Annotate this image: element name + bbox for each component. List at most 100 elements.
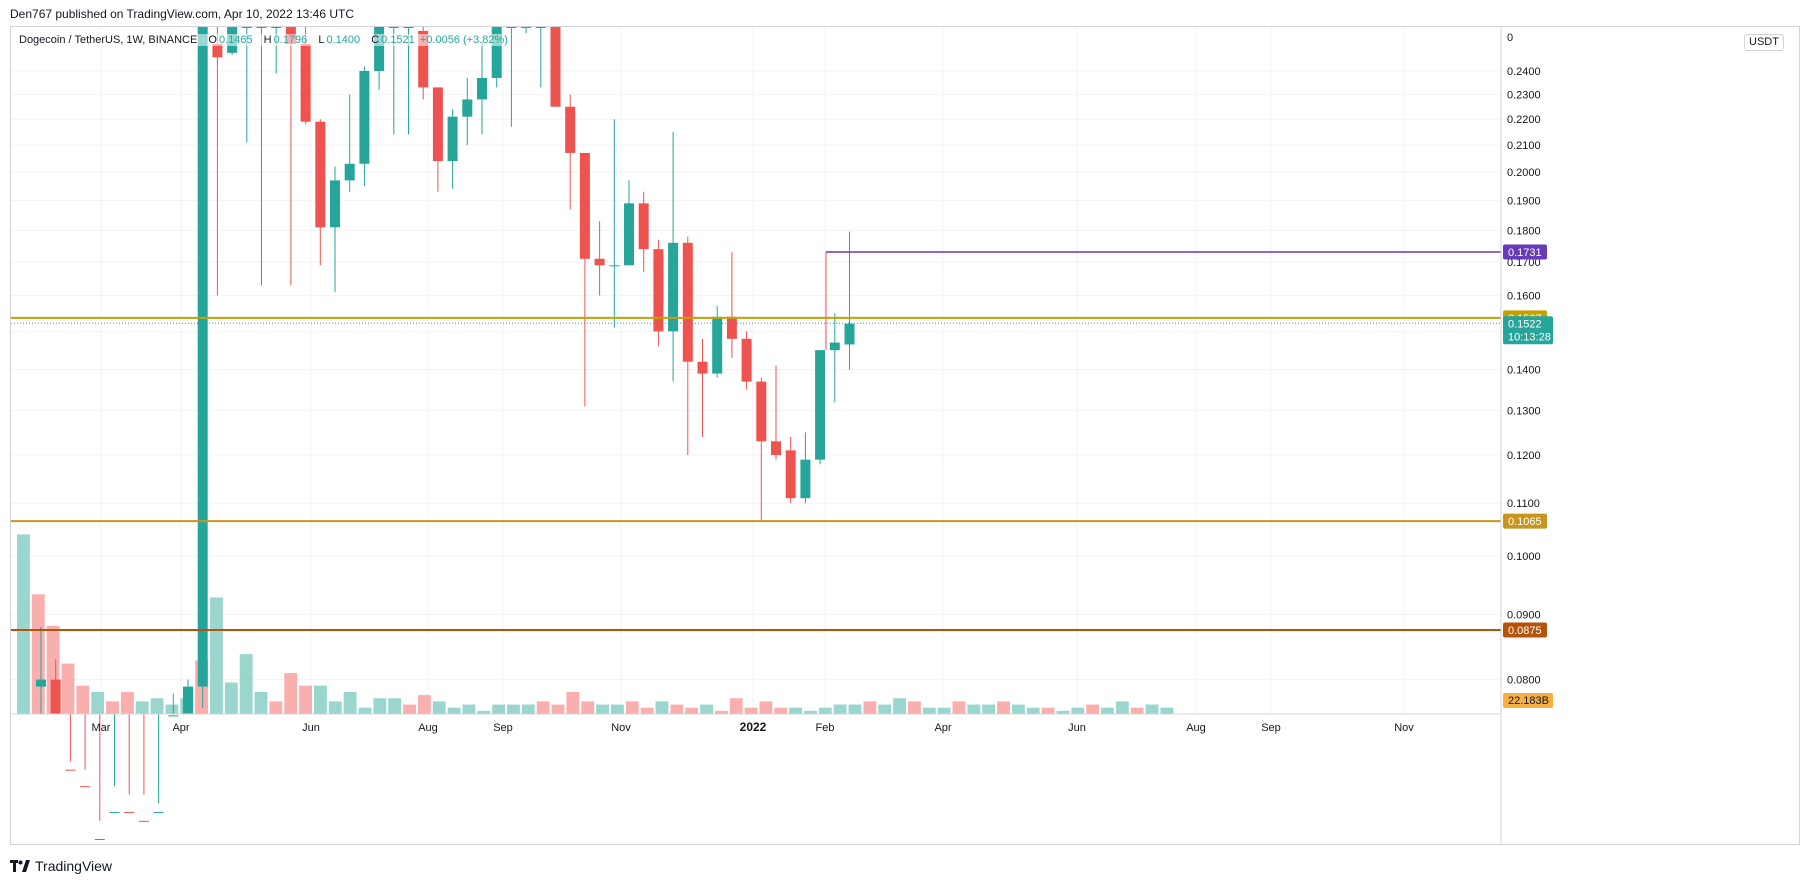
candle-body bbox=[138, 820, 149, 822]
time-tick-label: Jun bbox=[1068, 722, 1086, 734]
price-chart[interactable]: 0.2400 0.2300 0.2200 0.2100 0.2000 0.1900 0.18… bbox=[11, 27, 1799, 844]
volume-bar bbox=[729, 698, 743, 714]
volume-bar bbox=[1011, 704, 1025, 714]
level-tag-bg bbox=[1503, 622, 1547, 638]
volume-bar bbox=[878, 704, 892, 714]
volume-bar bbox=[551, 704, 565, 714]
volume-bar bbox=[1041, 707, 1055, 714]
price-tick-label-top: 0 bbox=[1507, 32, 1513, 44]
candle-body bbox=[65, 769, 76, 771]
volume-bar bbox=[120, 691, 134, 714]
open-value: 0.1465 bbox=[218, 34, 253, 46]
price-tick-label: 0.0800 bbox=[1507, 675, 1541, 687]
volume-bar bbox=[477, 710, 491, 714]
volume-bar bbox=[670, 704, 684, 714]
candle-body bbox=[300, 43, 311, 122]
volume-bar bbox=[893, 698, 906, 714]
volume-bar bbox=[91, 691, 105, 714]
volume-bar bbox=[373, 698, 387, 714]
candle-body bbox=[462, 99, 473, 117]
close-label: C bbox=[371, 34, 380, 46]
volume-bar bbox=[417, 695, 431, 714]
candle-body bbox=[388, 27, 399, 28]
volume-bar bbox=[150, 698, 164, 714]
time-tick-label: Nov bbox=[1394, 722, 1414, 734]
volume-bar bbox=[967, 704, 981, 714]
volume-bar bbox=[328, 701, 342, 714]
volume-bar bbox=[804, 710, 817, 714]
candle-body bbox=[359, 71, 370, 164]
candle-body bbox=[418, 30, 429, 88]
candle-body bbox=[521, 27, 532, 28]
time-tick-label: Jun bbox=[302, 722, 320, 734]
candle-body bbox=[50, 679, 61, 714]
candle-body bbox=[183, 686, 193, 714]
publish-line: Den767 published on TradingView.com, Apr… bbox=[10, 7, 355, 21]
time-tick-label: Apr bbox=[172, 722, 189, 734]
candle-body bbox=[609, 265, 620, 267]
current-price-tag: 0.1522 bbox=[1508, 318, 1542, 330]
candle-body bbox=[94, 838, 105, 840]
candle-body bbox=[756, 381, 767, 442]
candle-body bbox=[638, 203, 649, 250]
volume-tag-bg bbox=[1503, 693, 1553, 708]
volume-tag: 22.183B bbox=[1508, 695, 1549, 707]
volume-bar bbox=[1101, 707, 1114, 714]
price-tick-label: 0.1900 bbox=[1507, 195, 1541, 207]
volume-bar bbox=[566, 691, 580, 714]
volume-bar bbox=[611, 704, 624, 714]
price-tick-label: 0.1200 bbox=[1507, 450, 1541, 462]
change-value: +0.0056 (+3.82%) bbox=[419, 34, 508, 46]
open-label: O bbox=[208, 34, 217, 46]
volume-bar bbox=[952, 701, 966, 714]
symbol-legend: Dogecoin / TetherUS, 1W, BINANCE O 0.1465… bbox=[19, 34, 508, 46]
candle-body bbox=[168, 715, 179, 717]
volume-bar bbox=[507, 704, 520, 714]
volume-bar bbox=[640, 707, 654, 714]
candle-body bbox=[829, 342, 840, 351]
candle-body bbox=[624, 203, 634, 266]
price-tick-label: 0.1000 bbox=[1507, 551, 1541, 563]
price-tick-label: 0.1600 bbox=[1507, 291, 1541, 303]
price-axis[interactable] bbox=[1501, 27, 1799, 844]
time-tick-label: Apr bbox=[934, 722, 951, 734]
candle-body bbox=[212, 43, 223, 58]
volume-bar bbox=[165, 704, 179, 714]
chart-pane[interactable]: 0.2400 0.2300 0.2200 0.2100 0.2000 0.1900 0.18… bbox=[10, 26, 1800, 845]
volume-bar bbox=[462, 704, 476, 714]
volume-bar bbox=[997, 701, 1010, 714]
footer-brand[interactable]: TradingView bbox=[10, 858, 112, 874]
candle-body bbox=[447, 116, 458, 162]
volume-bar bbox=[922, 707, 936, 714]
candle-body bbox=[403, 27, 414, 28]
candle-body bbox=[535, 27, 546, 28]
volume-bar bbox=[818, 707, 832, 714]
volume-bar bbox=[106, 701, 119, 714]
currency-unit-button[interactable]: USDT bbox=[1744, 34, 1784, 51]
volume-bar bbox=[76, 685, 90, 714]
candle-body bbox=[344, 163, 355, 181]
candle-body bbox=[726, 316, 737, 339]
volume-bar bbox=[521, 704, 535, 714]
volume-bar bbox=[714, 710, 728, 714]
candle-body bbox=[330, 180, 340, 228]
volume-bar bbox=[492, 704, 506, 714]
volume-bar bbox=[774, 707, 788, 714]
candle-body bbox=[241, 27, 252, 28]
volume-bar bbox=[685, 707, 699, 714]
volume-bar bbox=[343, 691, 357, 714]
level-tag: 0.1065 bbox=[1508, 516, 1542, 528]
volume-bar bbox=[239, 654, 253, 714]
price-tick-label: 0.0900 bbox=[1507, 609, 1541, 621]
volume-bar bbox=[254, 691, 268, 714]
volume-bar bbox=[848, 704, 862, 714]
candle-body bbox=[697, 361, 708, 374]
time-tick-label: Aug bbox=[418, 722, 438, 734]
candle-body bbox=[741, 338, 752, 382]
price-tick-label: 0.2200 bbox=[1507, 114, 1541, 126]
time-tick-label: Feb bbox=[816, 722, 835, 734]
candle-body bbox=[256, 27, 267, 28]
volume-bar bbox=[31, 594, 45, 714]
volume-bar bbox=[314, 685, 327, 714]
candle-body bbox=[374, 27, 385, 71]
